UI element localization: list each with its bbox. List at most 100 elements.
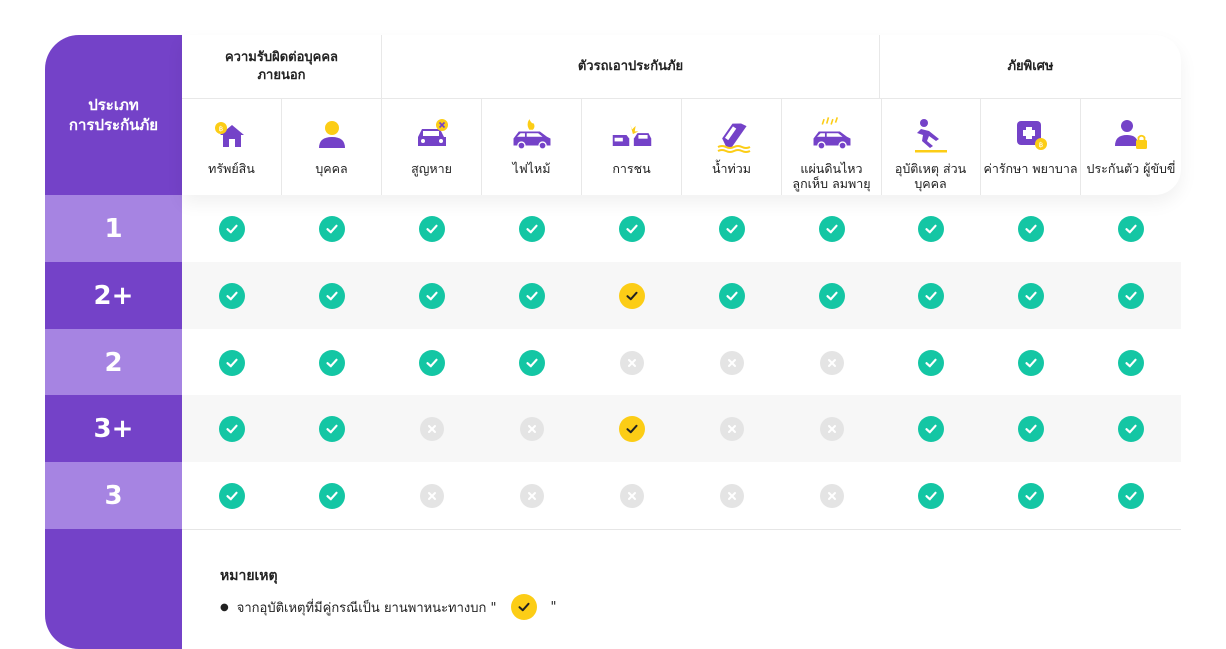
check-icon [219,349,245,376]
column-fire: ไฟไหม้ [482,99,582,195]
coverage-cell [1081,329,1181,396]
coverage-cell [582,329,682,396]
column-crash: การชน [582,99,682,195]
coverage-cell [582,462,682,529]
cross-icon [820,483,844,508]
check-icon [819,215,845,242]
note-title: หมายเหตุ [220,568,278,584]
coverage-cell [782,195,882,262]
column-lost: สูญหาย [382,99,482,195]
coverage-cell [881,329,981,396]
header-divider [182,98,1181,99]
check-icon [419,282,445,309]
type-label-3plus: 3+ [45,395,182,462]
note-text: จากอุบัติเหตุที่มีคู่กรณีเป็น ยานพาหนะทา… [236,600,497,616]
coverage-cell [182,395,282,462]
check-icon [1018,415,1044,442]
coverage-cell [682,395,782,462]
type-label-2plus: 2+ [45,262,182,329]
row-header: ประเภท การประกันภัย [45,35,182,195]
check-icon [619,215,645,242]
coverage-cell [682,329,782,396]
column-flood: น้ำท่วม [682,99,782,195]
check-icon [319,215,345,242]
coverage-cell [881,262,981,329]
coverage-cell [981,462,1081,529]
slip-fall-icon [909,113,953,157]
note-line: ● จากอุบัติเหตุที่มีคู่กรณีเป็น ยานพาหนะ… [220,594,557,620]
person-icon [310,113,354,157]
cross-icon [820,350,844,375]
coverage-cell [382,395,482,462]
coverage-cell [282,262,382,329]
coverage-cell [881,395,981,462]
check-icon [519,349,545,376]
check-icon [918,282,944,309]
row-header-line2: การประกันภัย [68,116,159,134]
check-icon [719,282,745,309]
cross-icon [620,350,644,375]
column-property: ฿ ทรัพย์สิน [182,99,282,195]
coverage-cell [382,329,482,396]
coverage-cell [881,462,981,529]
coverage-cell [682,462,782,529]
coverage-cell [482,395,582,462]
check-icon [319,482,345,509]
bullet-icon: ● [220,601,229,613]
coverage-cell [782,329,882,396]
cross-icon [620,483,644,508]
coverage-cell [182,329,282,396]
coverage-cell [682,195,782,262]
coverage-cell [282,195,382,262]
row-header-line1: ประเภท [88,96,139,114]
coverage-cell [282,462,382,529]
coverage-row-2plus [182,262,1181,329]
table-bottom-divider [182,529,1181,530]
car-lost-icon [410,113,454,157]
coverage-cell [382,195,482,262]
column-storm: แผ่นดินไหว ลูกเห็บ ลมพายุ [782,99,882,195]
column-label: ประกันตัว ผู้ขับขี่ [1086,161,1176,176]
column-label: แผ่นดินไหว ลูกเห็บ ลมพายุ [792,161,871,191]
column-label: อุบัติเหตุ ส่วนบุคคล [894,161,967,191]
coverage-cell [881,195,981,262]
check-icon [918,349,944,376]
coverage-header: ความรับผิดต่อบุคคล ภายนอก ตัวรถเอาประกัน… [182,35,1181,195]
type-label-1: 1 [45,195,182,262]
driver-bail-icon [1109,113,1153,157]
note-text-end: " [550,599,557,615]
coverage-cell [482,262,582,329]
coverage-cell [782,395,882,462]
check-icon [918,215,944,242]
column-driver-bail: ประกันตัว ผู้ขับขี่ [1081,99,1181,195]
cross-icon [720,350,744,375]
car-storm-icon [810,113,854,157]
coverage-cell [981,262,1081,329]
check-icon [1018,482,1044,509]
type-label-2: 2 [45,329,182,396]
car-fire-icon [510,113,554,157]
check-icon [1118,215,1144,242]
coverage-cell [182,262,282,329]
check-icon [219,482,245,509]
check-icon [319,349,345,376]
column-personal-accident: อุบัติเหตุ ส่วนบุคคล [881,99,981,195]
check-icon [1118,482,1144,509]
coverage-cell [981,195,1081,262]
coverage-cell [182,462,282,529]
check-icon [819,282,845,309]
check-icon [219,415,245,442]
check-icon [219,215,245,242]
check-icon [1018,215,1044,242]
column-label: ค่ารักษา พยาบาล [983,161,1078,176]
type-label-3: 3 [45,462,182,529]
column-label: การชน [612,161,651,176]
partial-check-icon [619,415,645,442]
coverage-cell [582,262,682,329]
check-icon [918,482,944,509]
cross-icon [520,416,544,441]
check-icon [219,282,245,309]
check-icon [1018,349,1044,376]
check-icon [1018,282,1044,309]
svg-text:฿: ฿ [1038,141,1042,149]
